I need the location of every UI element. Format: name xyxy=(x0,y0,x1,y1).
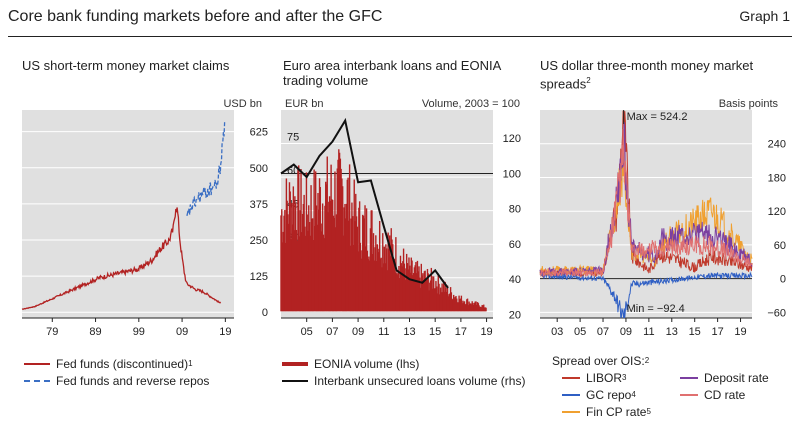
euro-x-tick-label: 07 xyxy=(326,326,338,338)
spreads-x-tick-label: 13 xyxy=(666,326,678,338)
claims-y-tick-label: 125 xyxy=(250,271,268,283)
euro-x-tick-label: 13 xyxy=(403,326,415,338)
claims-y-tick-label: 500 xyxy=(250,163,268,175)
claims-x-tick-label: 79 xyxy=(46,326,58,338)
claims-y-tick-label: 250 xyxy=(250,235,268,247)
claims-y-tick-label: 0 xyxy=(262,307,268,319)
claims-y-tick-label: 375 xyxy=(250,199,268,211)
spreads-x-tick-label: 11 xyxy=(643,326,654,338)
spreads-x-tick-label: 05 xyxy=(574,326,586,338)
euro-x-tick-label: 11 xyxy=(378,326,389,338)
euro-x-tick-label: 15 xyxy=(429,326,441,338)
spreads-annotation-max: Max = 524.2 xyxy=(627,111,688,123)
unit-usd-bn: USD bn xyxy=(223,98,262,110)
claims-x-tick-label: 09 xyxy=(176,326,188,338)
page-title: Core bank funding markets before and aft… xyxy=(8,8,383,25)
claims-y-tick-label: 625 xyxy=(250,127,268,139)
spreads-series-line xyxy=(539,129,752,278)
unit-eur-bn: EUR bn xyxy=(285,98,324,110)
spreads-y-tick-label: −60 xyxy=(767,307,786,319)
claims-series-line xyxy=(21,207,222,310)
euro-y-right-tick-label: 20 xyxy=(509,309,521,321)
euro-x-tick-label: 19 xyxy=(480,326,492,338)
euro-x-tick-label: 09 xyxy=(352,326,364,338)
euro-x-tick-label: 17 xyxy=(455,326,467,338)
claims-plot-background xyxy=(22,110,234,318)
euro-y-right-tick-label: 80 xyxy=(509,204,521,216)
euro-y-right-tick-label: 120 xyxy=(503,133,521,145)
spreads-x-tick-label: 07 xyxy=(597,326,609,338)
legend-item-gc-repo: GC repo 4 xyxy=(562,386,680,403)
euro-y-right-tick-label: 100 xyxy=(503,168,521,180)
legend-item-fin-cp: Fin CP rate 5 xyxy=(562,403,680,420)
euro-y-left-tick-label: 75 xyxy=(287,132,299,144)
spreads-y-tick-label: 120 xyxy=(768,206,786,218)
euro-interbank-line xyxy=(280,117,449,289)
top-rule xyxy=(8,36,792,37)
legend-item-libor: LIBOR 3 xyxy=(562,369,680,386)
spreads-y-tick-label: 60 xyxy=(774,240,786,252)
spreads-x-tick-label: 09 xyxy=(620,326,632,338)
unit-basis-points: Basis points xyxy=(718,98,778,110)
legend-item-eonia: EONIA volume (lhs) xyxy=(282,355,525,372)
spreads-x-tick-label: 15 xyxy=(689,326,701,338)
legend-us-claims: Fed funds (discontinued) 1 Fed funds and … xyxy=(24,355,209,389)
spreads-x-tick-label: 19 xyxy=(734,326,746,338)
spreads-x-tick-label: 17 xyxy=(711,326,723,338)
claims-x-tick-label: 19 xyxy=(219,326,231,338)
euro-x-tick-label: 05 xyxy=(301,326,313,338)
legend-item-deposit: Deposit rate xyxy=(680,369,800,386)
graph-label: Graph 1 xyxy=(739,8,790,24)
legend-heading-spread: Spread over OIS: 2 xyxy=(552,353,650,368)
claims-series-line xyxy=(186,120,226,217)
spreads-y-tick-label: 0 xyxy=(780,274,786,286)
panel-title-usd-spreads: US dollar three-month money market sprea… xyxy=(540,58,754,92)
chart-euro-interbank: 0153045607520406080100120050709111315171… xyxy=(280,110,521,338)
legend-item-interbank: Interbank unsecured loans volume (rhs) xyxy=(282,372,525,389)
legend-item-reverse-repos: Fed funds and reverse repos xyxy=(24,372,209,389)
spreads-y-tick-label: 240 xyxy=(768,139,786,151)
euro-y-right-tick-label: 60 xyxy=(509,239,521,251)
unit-volume-index: Volume, 2003 = 100 xyxy=(421,98,520,110)
legend-euro: EONIA volume (lhs) Interbank unsecured l… xyxy=(282,355,525,389)
euro-y-right-tick-label: 40 xyxy=(509,274,521,286)
panel-title-euro: Euro area interbank loans and EONIA trad… xyxy=(283,58,501,88)
spreads-x-tick-label: 03 xyxy=(551,326,563,338)
spreads-plot-background xyxy=(540,110,752,318)
claims-x-tick-label: 89 xyxy=(89,326,101,338)
legend-item-cd: CD rate xyxy=(680,386,800,403)
chart-us-claims: 0 125 250 375 500 625 79 89 99 09 19 xyxy=(21,110,268,338)
legend-item-fed-funds: Fed funds (discontinued) 1 xyxy=(24,355,209,372)
panel-title-us-claims: US short-term money market claims xyxy=(22,58,230,73)
legend-spreads: Spread over OIS: 2 LIBOR 3 Deposit rate GC… xyxy=(552,352,792,420)
spreads-y-tick-label: 180 xyxy=(768,172,786,184)
spreads-annotation-min: Min = −92.4 xyxy=(627,303,685,315)
chart-usd-spreads: −60 0 60 120 180 240 03 05 07 09 11 13 15 17 19 Max = 5… xyxy=(539,110,786,338)
claims-x-tick-label: 99 xyxy=(133,326,145,338)
